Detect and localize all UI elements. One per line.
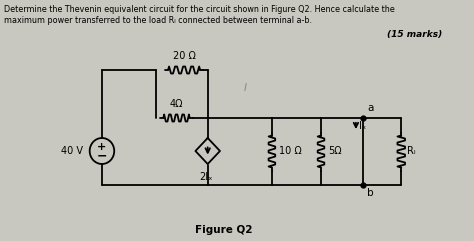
Text: 5Ω: 5Ω (328, 147, 342, 156)
Text: Determine the Thevenin equivalent circuit for the circuit shown in Figure Q2. He: Determine the Thevenin equivalent circui… (4, 5, 394, 14)
Text: 40 V: 40 V (61, 146, 83, 156)
Text: Rₗ: Rₗ (407, 147, 416, 156)
Text: 10 Ω: 10 Ω (280, 147, 302, 156)
Text: a: a (367, 103, 374, 113)
Text: I: I (244, 83, 247, 93)
Text: Iₓ: Iₓ (359, 121, 366, 131)
Text: +: + (97, 142, 107, 152)
Text: Figure Q2: Figure Q2 (195, 225, 253, 235)
Text: 4Ω: 4Ω (170, 99, 183, 109)
Text: maximum power transferred to the load Rₗ connected between terminal a-b.: maximum power transferred to the load Rₗ… (4, 16, 312, 25)
Text: −: − (97, 149, 107, 162)
Text: b: b (367, 188, 374, 198)
Text: 20 Ω: 20 Ω (173, 51, 196, 61)
Text: (15 marks): (15 marks) (387, 30, 442, 39)
Text: 2Iₓ: 2Iₓ (199, 172, 212, 182)
